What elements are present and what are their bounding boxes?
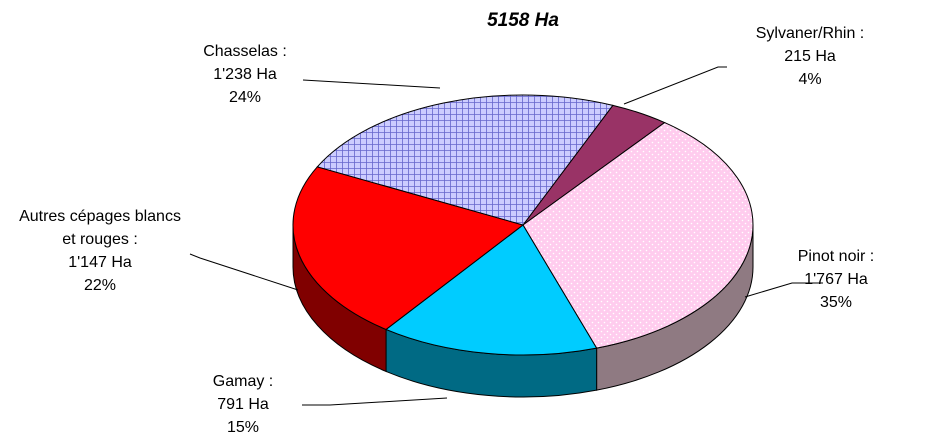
label-value: 1'147 Ha <box>68 254 132 271</box>
slice <box>316 94 614 226</box>
label-name: Chasselas : <box>203 43 287 60</box>
label-percent: 24% <box>228 89 262 106</box>
slice <box>385 224 598 356</box>
label-name: Gamay : <box>212 373 274 390</box>
data-label: Sylvaner/Rhin : 215 Ha 4% <box>725 22 895 91</box>
label-name: Pinot noir : <box>797 248 875 265</box>
chart-title: 5158 Ha <box>487 10 559 31</box>
leader-line <box>744 282 823 298</box>
data-label: Chasselas : 1'238 Ha 24% <box>170 40 320 109</box>
slice <box>522 121 754 349</box>
label-percent: 35% <box>819 294 853 311</box>
label-value: 1'238 Ha <box>213 66 277 83</box>
label-percent: 22% <box>83 277 117 294</box>
leader-line <box>302 397 448 406</box>
label-percent: 15% <box>226 419 260 436</box>
leader-line <box>189 253 299 291</box>
label-percent: 4% <box>798 71 822 88</box>
slice <box>292 166 525 331</box>
label-value: 791 Ha <box>217 396 269 413</box>
data-label: Gamay : 791 Ha 15% <box>183 370 303 439</box>
label-value: 1'767 Ha <box>804 271 868 288</box>
leader-line <box>302 79 441 89</box>
data-label: Autres cépages blancs et rouges : 1'147 H… <box>15 205 185 297</box>
data-label: Pinot noir : 1'767 Ha 35% <box>766 245 906 314</box>
label-value: 215 Ha <box>784 48 836 65</box>
label-name: Autres cépages blancs et rouges : <box>19 208 181 248</box>
label-name: Sylvaner/Rhin : <box>755 25 865 42</box>
leader-line <box>623 66 727 105</box>
